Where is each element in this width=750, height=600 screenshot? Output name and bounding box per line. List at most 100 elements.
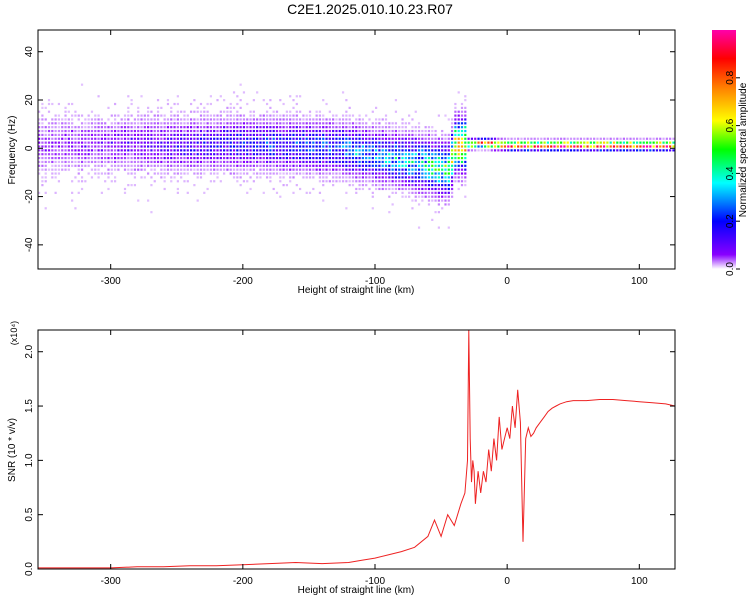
spectrogram-cell [41,126,44,129]
spectrogram-cell [500,145,503,148]
spectrogram-cell [431,126,434,129]
spectrogram-cell [394,191,398,194]
spectrogram-cell [51,172,54,175]
spectrogram-cell [80,176,84,179]
spectrogram-cell [394,176,398,179]
spectrogram-cell [408,187,411,191]
spectrogram-cell [322,126,325,129]
spectrogram-cell [315,156,318,160]
spectrogram-cell [223,145,226,148]
spectrogram-cell [421,129,424,133]
spectrogram-cell [408,133,411,137]
spectrogram-cell [113,180,117,183]
spectrogram-cell [427,153,431,156]
spectrogram-cell [203,110,206,113]
spectrogram-cell [147,164,150,167]
spectrogram-cell [156,99,160,102]
spectrogram-cell [196,168,199,171]
spectrogram-cell [398,133,401,137]
spectrogram-cell [163,156,166,160]
spectrogram-cell [424,187,427,191]
spectrogram-cell [203,141,206,144]
spectrogram-cell [94,133,97,137]
spectrogram-cell [384,187,388,191]
spectrogram-cell [375,122,378,125]
spectrogram-cell [206,145,209,148]
spectrogram-cell [133,126,137,129]
spectrogram-cell [375,137,378,140]
spectrogram-cell [262,149,265,152]
spectrogram-cell [318,137,322,140]
spectrogram-cell [143,133,146,137]
spectrogram-cell [242,122,246,125]
spectrogram-cell [160,114,163,117]
spectrogram-cell [299,145,302,148]
spectrogram-cell [232,141,236,144]
spectrogram-cell [566,149,569,152]
spectrogram-cell [147,141,150,144]
spectrogram-cell [246,137,249,140]
spectrogram-cell [289,114,292,117]
spectrogram-cell [44,160,47,164]
spectrogram-cell [140,133,143,137]
spectrogram-cell [64,118,67,121]
spectrogram-cell [441,160,444,164]
spectrogram-cell [150,137,153,140]
spectrogram-cell [94,164,97,167]
spectrogram-cell [47,102,51,106]
spectrogram-cell [417,187,421,191]
spectrogram-cell [394,160,398,164]
spectrogram-cell [424,176,427,179]
spectrogram-cell [411,176,414,179]
spectrogram-cell [196,110,199,113]
spectrogram-cell [318,153,322,156]
spectrogram-cell [424,149,427,152]
spectrogram-cell [500,149,503,152]
spectrogram-cell [312,141,315,144]
spectrogram-cell [375,184,378,187]
spectrogram-cell [166,156,170,160]
spectrogram-cell [596,141,599,144]
spectrogram-cell [431,153,434,156]
spectrogram-cell [398,180,401,183]
spectrogram-cell [612,149,616,152]
spectrogram-cell [232,156,236,160]
spectrogram-cell [275,156,279,160]
spectrogram-cell [411,126,414,129]
spectrogram-cell [272,129,275,133]
spectrogram-cell [361,137,364,140]
spectrogram-cell [54,153,57,156]
spectrogram-cell [358,114,361,117]
spectrogram-cell [44,118,47,121]
spectrogram-cell [44,168,47,171]
spectrogram-cell [328,180,331,183]
spectrogram-cell [322,129,325,133]
spectrogram-cell [596,137,599,140]
spectrogram-cell [289,110,292,113]
spectrogram-cell [569,137,573,140]
spectrogram-cell [183,114,186,117]
spectrogram-cell [464,172,467,175]
spectrogram-cell [183,141,186,144]
spectrogram-cell [503,149,507,152]
spectrogram-cell [305,168,308,171]
spectrogram-cell [236,129,239,133]
spectrogram-cell [655,137,659,140]
spectrogram-cell [341,137,345,140]
spectrogram-cell [408,184,411,187]
spectrogram-cell [236,164,239,167]
spectrogram-cell [417,137,421,140]
spectrogram-cell [117,149,120,152]
spectrogram-cell [236,137,239,140]
spectrogram-cell [147,160,150,164]
spectrogram-cell [117,126,120,129]
spectrogram-cell [223,99,226,102]
spectrogram-cell [447,168,450,171]
spectrogram-cell [417,203,421,206]
spectrogram-cell [421,172,424,175]
spectrogram-cell [460,160,464,164]
spectrogram-cell [427,172,431,175]
y-tick-label: 0 [24,145,35,151]
spectrogram-cell [427,156,431,160]
spectrogram-cell [299,129,302,133]
